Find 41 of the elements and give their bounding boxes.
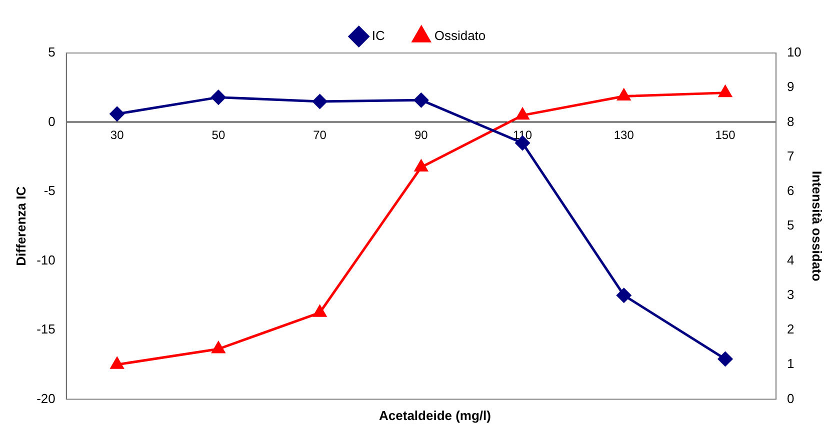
x-tick-label: 70 (313, 128, 327, 142)
y2-tick-label: 2 (786, 322, 794, 337)
y-tick-label: -20 (36, 390, 56, 406)
x-tick-label: 130 (614, 128, 634, 142)
point (617, 89, 630, 101)
x-tick-label: 50 (212, 128, 226, 142)
point (616, 288, 632, 303)
legend-label: IC (372, 28, 385, 44)
point (211, 90, 226, 105)
y-tick-label: -15 (36, 322, 56, 337)
point (312, 94, 328, 109)
y-axis-title: Differenza IC (13, 186, 28, 266)
y2-tick-label: 0 (786, 390, 794, 406)
y2-tick-label: 6 (786, 183, 794, 198)
point (414, 160, 428, 172)
y2-tick-label: 4 (786, 252, 794, 268)
point (212, 342, 225, 354)
point (110, 106, 124, 122)
x-tick-label: 30 (110, 128, 124, 142)
y2-tick-label: 3 (786, 286, 794, 302)
y2-tick-label: 9 (786, 79, 794, 94)
y-tick-label: 0 (48, 114, 56, 129)
y-tick-label: 5 (48, 44, 56, 60)
point (516, 108, 529, 120)
point (718, 86, 732, 98)
y2-tick-label: 7 (786, 148, 794, 164)
y-tick-label: -5 (44, 183, 56, 198)
x-axis-title: Acetaldeide (mg/l) (378, 408, 492, 423)
point (110, 357, 124, 369)
x-tick-label: 150 (715, 128, 736, 142)
y2-tick-label: 8 (786, 114, 794, 129)
point (414, 92, 428, 108)
y2-tick-label: 5 (786, 218, 794, 233)
y2-tick-label: 10 (786, 44, 802, 60)
x-tick-label: 90 (414, 128, 428, 142)
point (718, 352, 733, 366)
point (313, 305, 326, 317)
legend-label: Ossidato (434, 28, 486, 44)
y2-axis-title: Intensità ossidato (810, 170, 825, 282)
y-tick-label: -10 (36, 252, 56, 268)
y2-tick-label: 1 (786, 356, 794, 372)
